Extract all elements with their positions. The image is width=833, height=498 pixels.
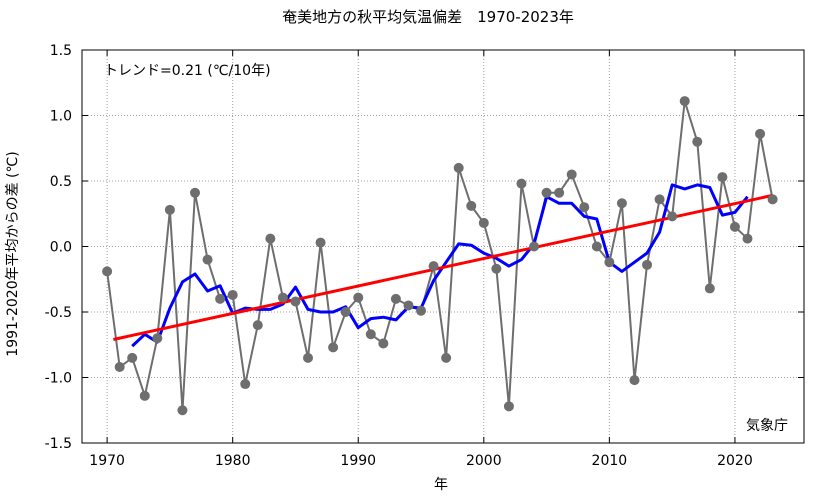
x-tick-label: 2010 xyxy=(592,453,628,469)
axis-ticks: 1970 1980 1990 2000 2010 2020 -1.5 -1.0 -0.5 0.0 0… xyxy=(45,43,804,469)
y-tick-label: 1.0 xyxy=(50,109,72,125)
annual-data-point xyxy=(428,261,439,272)
annual-data-point xyxy=(667,211,678,222)
annual-data-point xyxy=(503,401,514,412)
annual-data-point xyxy=(529,241,540,252)
annual-data-point xyxy=(102,266,113,277)
annual-data-point xyxy=(491,263,502,274)
annual-data-point xyxy=(177,405,188,416)
annual-data-point xyxy=(541,187,552,198)
annual-data-point xyxy=(642,259,653,270)
annual-data-point xyxy=(591,241,602,252)
annual-data-point xyxy=(478,217,489,228)
annual-data-point xyxy=(164,204,175,215)
x-tick-label: 2000 xyxy=(466,453,502,469)
x-tick-label: 1980 xyxy=(215,453,251,469)
y-axis-label: 1991-2020年平均からの差 (℃) xyxy=(5,151,21,356)
annual-data-point xyxy=(378,338,389,349)
annual-data-point xyxy=(315,237,326,248)
series-layer xyxy=(102,96,778,416)
annual-data-point xyxy=(265,233,276,244)
annual-data-point xyxy=(466,200,477,211)
annual-data-point xyxy=(127,352,138,363)
annual-data-point xyxy=(227,289,238,300)
annual-data-point xyxy=(729,221,740,232)
annual-data-point xyxy=(767,194,778,205)
annual-data-point xyxy=(441,352,452,363)
y-tick-label: 0.5 xyxy=(50,174,72,190)
annual-data-point xyxy=(202,254,213,265)
y-tick-label: -0.5 xyxy=(45,305,72,321)
annual-data-point xyxy=(328,342,339,353)
x-tick-label: 1990 xyxy=(340,453,376,469)
annual-data-point xyxy=(340,307,351,317)
annual-data-point xyxy=(353,292,364,303)
annual-data-point xyxy=(365,329,376,340)
annual-data-point xyxy=(403,300,414,311)
annual-data-point xyxy=(704,283,715,294)
annual-data-point xyxy=(604,257,615,268)
annual-data-point xyxy=(516,178,527,189)
annual-data-point xyxy=(190,187,201,198)
x-axis-label: 年 xyxy=(434,477,448,493)
annual-data-point xyxy=(566,169,577,180)
annual-data-point xyxy=(579,202,590,213)
annual-data-point xyxy=(252,320,263,331)
annual-data-point xyxy=(679,96,690,107)
y-tick-label: -1.0 xyxy=(45,371,72,387)
annual-data-point xyxy=(152,333,163,344)
annual-data-point xyxy=(277,292,288,303)
annual-data-point xyxy=(616,198,627,209)
annual-data-point xyxy=(717,172,728,183)
chart-title: 奄美地方の秋平均気温偏差 1970-2023年 xyxy=(282,8,574,26)
y-tick-label: -1.5 xyxy=(45,436,72,452)
annual-data-point xyxy=(453,162,464,173)
annual-data-point xyxy=(290,296,301,307)
annual-data-point xyxy=(240,379,251,390)
trend-label: トレンド=0.21 (℃/10年) xyxy=(104,63,271,79)
annual-data-point xyxy=(114,362,125,373)
annual-data-point xyxy=(554,187,565,198)
y-tick-label: 1.5 xyxy=(50,43,72,59)
annual-data-point xyxy=(755,128,766,139)
x-tick-label: 1970 xyxy=(89,453,125,469)
annual-data-point xyxy=(742,233,753,244)
source-label: 気象庁 xyxy=(746,418,788,434)
annual-data-point xyxy=(139,390,150,401)
trend-line xyxy=(113,193,773,341)
annual-data-point xyxy=(390,293,401,304)
annual-data-point xyxy=(692,136,703,147)
annual-data-point xyxy=(303,352,314,363)
y-tick-label: 0.0 xyxy=(50,240,72,256)
annual-data-point xyxy=(416,305,427,316)
x-tick-label: 2020 xyxy=(717,453,753,469)
annual-data-point xyxy=(629,375,640,386)
annual-data-point xyxy=(215,293,226,304)
annual-data-point xyxy=(654,194,665,205)
